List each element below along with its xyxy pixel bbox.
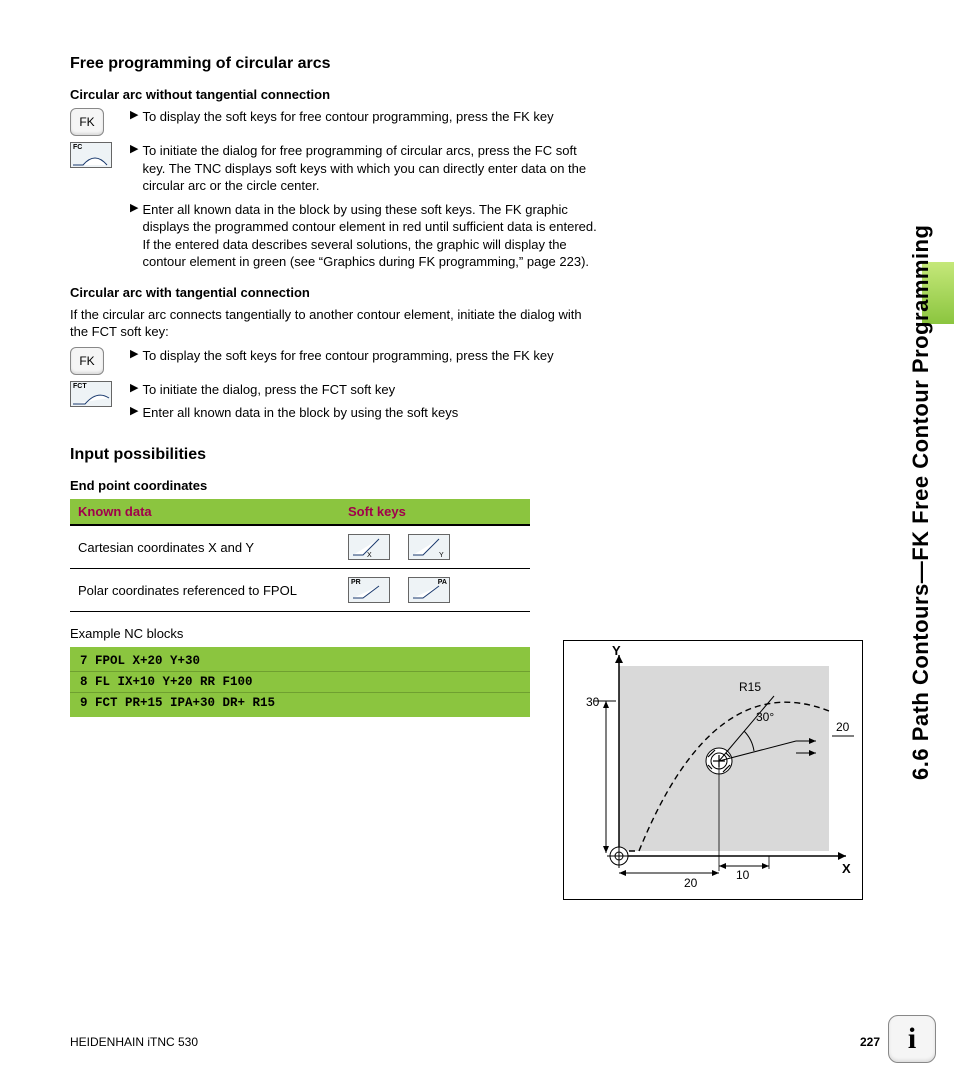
nc-code-block: 7 FPOL X+20 Y+30 8 FL IX+10 Y+20 RR F100…: [70, 647, 530, 717]
page-number: 227: [860, 1035, 880, 1049]
subheading-with-tangential: Circular arc with tangential connection: [70, 285, 600, 300]
instruction-text: Enter all known data in the block by usi…: [142, 404, 458, 422]
heading-free-programming: Free programming of circular arcs: [70, 55, 600, 73]
svg-text:Y: Y: [439, 552, 444, 559]
softkey-pr-icon: PR: [348, 577, 390, 603]
fk-key-icon: FK: [70, 108, 104, 136]
bullet-icon: ▶: [130, 347, 138, 365]
heading-input-possibilities: Input possibilities: [70, 446, 600, 464]
bullet-icon: ▶: [130, 381, 138, 399]
svg-text:X: X: [367, 552, 372, 559]
intro-paragraph: If the circular arc connects tangentiall…: [70, 306, 600, 341]
fc-softkey-icon: FC: [70, 142, 112, 168]
instruction-text: To display the soft keys for free contou…: [142, 347, 553, 365]
bullet-icon: ▶: [130, 404, 138, 422]
section-tab: 6.6 Path Contours—FK Free Contour Progra…: [908, 40, 934, 780]
main-content: Free programming of circular arcs Circul…: [70, 55, 600, 717]
dim-30: 30: [586, 695, 600, 709]
dim-10: 10: [736, 868, 750, 882]
diagram-angle-label: 30°: [756, 710, 774, 724]
table-header: Known data: [70, 499, 340, 525]
diagram-r-label: R15: [739, 680, 761, 694]
instruction-text: Enter all known data in the block by usi…: [142, 201, 600, 271]
dim-20a: 20: [836, 720, 850, 734]
table-header: Soft keys: [340, 499, 530, 525]
nc-line: 9 FCT PR+15 IPA+30 DR+ R15: [70, 693, 530, 713]
axis-x-label: X: [842, 861, 851, 876]
table-row: Cartesian coordinates X and Y X Y: [70, 525, 530, 569]
instruction-text: To display the soft keys for free contou…: [142, 108, 553, 126]
instruction-text: To initiate the dialog, press the FCT so…: [142, 381, 395, 399]
softkey-x-icon: X: [348, 534, 390, 560]
subheading-endpoint: End point coordinates: [70, 478, 600, 493]
footer-product: HEIDENHAIN iTNC 530: [70, 1035, 198, 1049]
axis-y-label: Y: [612, 643, 621, 658]
subheading-without-tangential: Circular arc without tangential connecti…: [70, 87, 600, 102]
page-footer: HEIDENHAIN iTNC 530 227: [70, 1035, 880, 1049]
known-data-table: Known data Soft keys Cartesian coordinat…: [70, 499, 530, 612]
fct-softkey-icon: FCT: [70, 381, 112, 407]
table-row: Polar coordinates referenced to FPOL PR …: [70, 569, 530, 612]
fk-key-icon: FK: [70, 347, 104, 375]
table-cell-label: Cartesian coordinates X and Y: [70, 525, 340, 569]
bullet-icon: ▶: [130, 142, 138, 195]
coordinate-diagram: Y X R15 30° 30 20: [563, 640, 863, 900]
nc-line: 7 FPOL X+20 Y+30: [70, 651, 530, 672]
info-icon: i: [888, 1015, 936, 1063]
example-label: Example NC blocks: [70, 626, 600, 641]
bullet-icon: ▶: [130, 201, 138, 271]
dim-20b: 20: [684, 876, 698, 890]
table-cell-label: Polar coordinates referenced to FPOL: [70, 569, 340, 612]
softkey-pa-icon: PA: [408, 577, 450, 603]
instruction-text: To initiate the dialog for free programm…: [142, 142, 600, 195]
nc-line: 8 FL IX+10 Y+20 RR F100: [70, 672, 530, 693]
softkey-y-icon: Y: [408, 534, 450, 560]
bullet-icon: ▶: [130, 108, 138, 126]
